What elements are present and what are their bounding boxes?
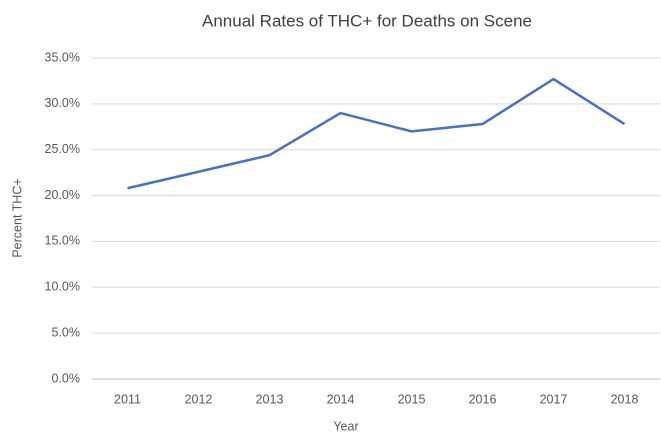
x-tick-label: 2016 (469, 392, 497, 406)
x-axis-label: Year (333, 419, 358, 433)
x-tick-label: 2015 (398, 392, 426, 406)
y-tick-label: 5.0% (52, 325, 81, 339)
x-tick-label: 2013 (256, 392, 284, 406)
y-tick-label: 0.0% (52, 371, 81, 385)
x-tick-label: 2014 (327, 392, 355, 406)
y-tick-label: 10.0% (45, 280, 80, 294)
x-tick-label: 2012 (185, 392, 213, 406)
chart-title: Annual Rates of THC+ for Deaths on Scene (202, 11, 532, 30)
y-tick-label: 30.0% (45, 96, 80, 110)
x-tick-label: 2017 (540, 392, 568, 406)
y-tick-label: 35.0% (45, 50, 80, 64)
y-tick-label: 15.0% (45, 234, 80, 248)
data-line (127, 77, 626, 190)
y-tick-label: 25.0% (45, 142, 80, 156)
x-tick-label: 2018 (611, 392, 639, 406)
x-tick-label: 2011 (114, 392, 141, 406)
y-tick-label: 20.0% (45, 188, 80, 202)
y-axis-label: Percent THC+ (10, 178, 24, 257)
